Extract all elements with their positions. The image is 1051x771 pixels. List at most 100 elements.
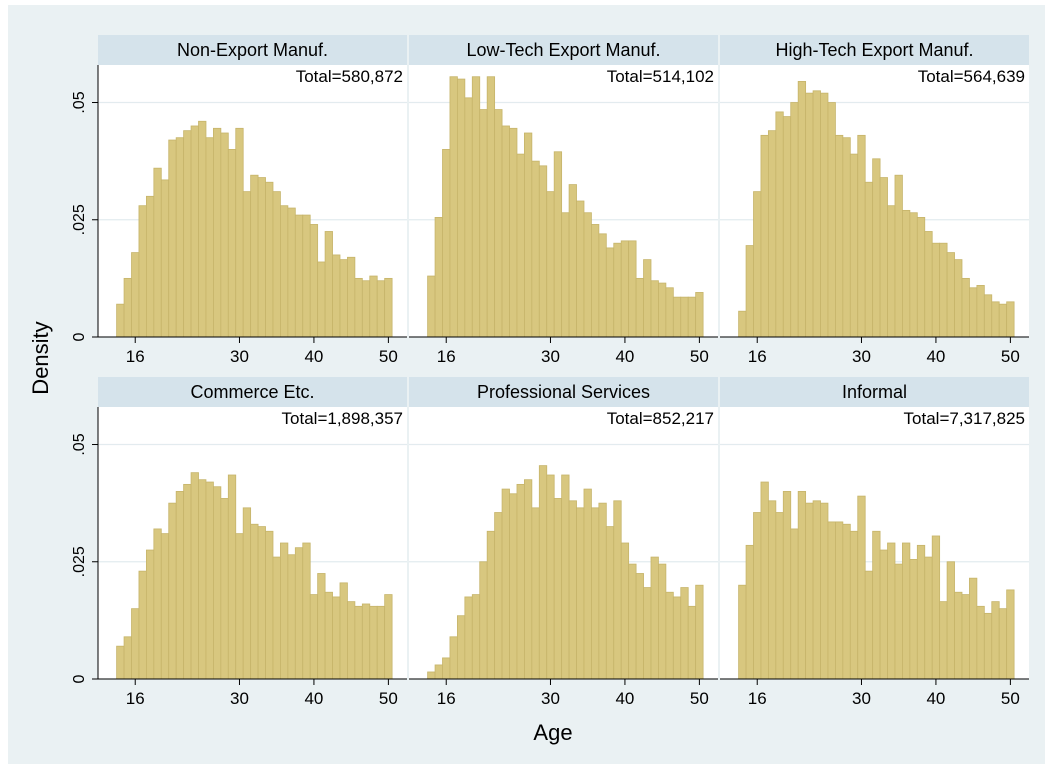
bar — [339, 259, 348, 338]
bar — [879, 549, 888, 680]
x-tick-label: 30 — [852, 689, 871, 708]
bar — [665, 287, 674, 338]
bar — [280, 205, 289, 338]
bar — [820, 92, 829, 338]
annotation: Total=514,102 — [607, 67, 714, 86]
bar — [998, 303, 1008, 338]
bar — [591, 507, 600, 680]
bar — [553, 151, 563, 338]
bar — [605, 526, 615, 680]
bar — [650, 556, 659, 680]
panel-header — [409, 35, 718, 65]
bar — [531, 160, 540, 338]
bar — [872, 530, 881, 680]
bar — [309, 594, 319, 680]
bar — [583, 212, 592, 338]
bar — [961, 277, 970, 338]
bar — [924, 556, 933, 680]
bar — [168, 139, 177, 338]
x-tick-label: 50 — [690, 347, 709, 366]
bar — [235, 533, 244, 680]
bar — [613, 500, 622, 680]
bar — [524, 479, 533, 680]
bar — [220, 498, 229, 680]
y-tick-label: .05 — [71, 433, 88, 455]
bar — [250, 174, 259, 338]
bar — [916, 217, 926, 338]
bar — [983, 612, 993, 680]
bar — [235, 127, 244, 338]
bar — [745, 544, 754, 680]
x-tick-label: 16 — [748, 689, 767, 708]
x-tick-label: 30 — [541, 347, 560, 366]
bar — [198, 120, 207, 338]
bar — [287, 554, 296, 680]
annotation: Total=580,872 — [296, 67, 403, 86]
annotation: Total=564,639 — [918, 67, 1025, 86]
bar — [857, 495, 866, 680]
bar — [820, 502, 829, 680]
bar — [509, 493, 518, 680]
x-tick-label: 16 — [437, 347, 456, 366]
bar — [976, 605, 985, 680]
bar — [479, 561, 488, 680]
panel-title: Low-Tech Export Manuf. — [466, 40, 660, 60]
bar — [131, 252, 140, 338]
bar — [909, 559, 918, 680]
bar — [620, 542, 630, 680]
x-tick-label: 16 — [126, 689, 145, 708]
bar — [546, 474, 555, 680]
panel-title: Commerce Etc. — [190, 382, 314, 402]
bar — [961, 594, 970, 680]
bar — [257, 526, 266, 680]
bar — [302, 214, 311, 338]
bar — [969, 287, 978, 338]
bar — [324, 591, 333, 680]
x-tick-label: 40 — [926, 689, 945, 708]
bar — [976, 285, 985, 338]
bar — [924, 231, 933, 338]
annotation: Total=7,317,825 — [904, 409, 1025, 428]
bar — [695, 584, 704, 680]
bar — [116, 303, 125, 338]
bar — [849, 530, 859, 680]
bar — [835, 521, 844, 680]
bar — [265, 530, 274, 680]
bar — [797, 491, 807, 680]
bar — [354, 605, 363, 680]
bar — [827, 102, 836, 338]
bar — [354, 277, 363, 338]
bar — [257, 177, 266, 338]
bar — [561, 212, 570, 338]
bar — [635, 573, 644, 680]
bar — [361, 280, 371, 338]
y-tick-label: 0 — [71, 332, 88, 341]
bar — [857, 134, 866, 338]
bar — [842, 137, 851, 338]
bar — [946, 252, 955, 338]
bar — [568, 184, 577, 338]
bar — [309, 224, 319, 338]
bar — [753, 191, 762, 338]
y-tick-label: 0 — [71, 674, 88, 683]
y-axis-label: Density — [28, 321, 53, 394]
bar — [909, 212, 918, 338]
y-tick-label: .025 — [71, 204, 88, 235]
bar — [213, 486, 222, 680]
bar — [449, 636, 458, 680]
bar — [591, 224, 600, 338]
bar — [494, 512, 503, 680]
bar — [946, 561, 955, 680]
bar — [205, 481, 214, 680]
bar — [767, 500, 777, 680]
bar — [317, 573, 326, 680]
x-tick-label: 40 — [304, 347, 323, 366]
bar — [324, 231, 333, 338]
bar — [805, 92, 814, 338]
bar — [456, 615, 466, 680]
bar — [643, 259, 652, 338]
bar — [782, 116, 792, 338]
bar — [434, 217, 443, 338]
bar — [546, 191, 555, 338]
